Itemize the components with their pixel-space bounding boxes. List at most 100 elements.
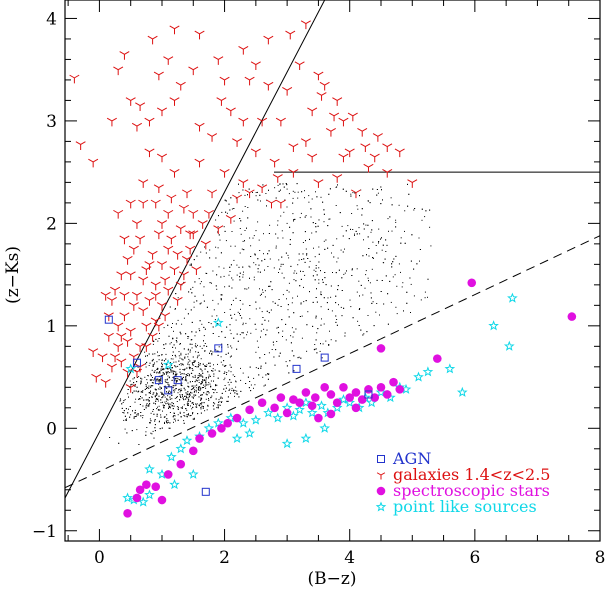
field-dot [211, 395, 213, 397]
field-dot [378, 242, 379, 244]
field-dot [167, 382, 169, 384]
field-dot [193, 394, 195, 396]
field-dot [176, 380, 177, 382]
field-dot [282, 330, 284, 332]
field-dot [367, 315, 369, 316]
field-dot [172, 385, 174, 387]
field-dot [186, 397, 188, 399]
field-dot [180, 384, 182, 385]
field-dot [281, 272, 283, 274]
field-dot [154, 430, 156, 432]
field-dot [268, 189, 269, 191]
star-point [217, 423, 226, 433]
field-dot [184, 389, 186, 391]
field-dot [156, 393, 158, 395]
field-dot [164, 405, 165, 406]
field-dot [167, 372, 169, 374]
field-dot [359, 295, 360, 297]
field-dot [156, 361, 158, 363]
field-dot [180, 364, 182, 366]
field-dot [168, 335, 170, 337]
field-dot [242, 210, 244, 212]
galaxy-point [257, 184, 268, 194]
field-dot [174, 397, 176, 399]
field-dot [297, 264, 299, 266]
field-dot [224, 371, 226, 373]
field-dot [144, 388, 146, 390]
field-dot [207, 384, 209, 386]
field-dot [173, 361, 175, 363]
field-dot [145, 431, 147, 433]
field-dot [221, 343, 223, 345]
field-dot [257, 367, 259, 369]
field-dot [158, 355, 160, 357]
field-dot [356, 205, 358, 207]
field-dot [197, 351, 199, 353]
field-dot [171, 405, 173, 407]
field-dot [177, 380, 178, 382]
field-dot [203, 406, 204, 408]
field-dot [197, 375, 199, 377]
field-dot [182, 376, 184, 378]
star-point [257, 398, 267, 407]
galaxy-point [263, 35, 274, 45]
field-dot [162, 368, 164, 370]
field-dot [206, 366, 207, 367]
field-dot [133, 377, 135, 379]
star-point [232, 413, 242, 423]
field-dot [153, 363, 155, 365]
galaxy-point [125, 199, 136, 209]
field-dot [317, 328, 319, 330]
field-dot [309, 238, 310, 240]
field-dot [239, 272, 241, 274]
legend-marker [376, 472, 386, 480]
field-dot [263, 253, 264, 255]
field-dot [272, 341, 274, 343]
field-dot [205, 377, 207, 379]
field-dot [146, 361, 148, 363]
field-dot [315, 265, 317, 266]
field-dot [228, 370, 230, 372]
galaxy-point [219, 76, 230, 86]
field-dot [264, 384, 266, 386]
field-dot [187, 382, 189, 384]
field-dot [221, 331, 223, 333]
field-dot [313, 349, 315, 351]
field-dot [185, 398, 187, 400]
field-dot [318, 279, 320, 281]
field-dot [262, 376, 264, 378]
field-dot [173, 391, 175, 393]
field-dot [255, 328, 257, 330]
field-dot [127, 412, 129, 414]
field-dot [227, 396, 229, 398]
galaxy-point [213, 56, 224, 65]
field-dot [329, 330, 330, 332]
field-dot [386, 244, 388, 246]
galaxy-point [106, 297, 117, 306]
field-dot [306, 350, 308, 352]
field-dot [173, 421, 174, 423]
field-dot [179, 331, 181, 333]
field-dot [136, 429, 138, 431]
field-dot [166, 363, 168, 365]
field-dot [176, 397, 178, 399]
field-dot [168, 384, 170, 386]
point-source-point [263, 407, 274, 418]
field-dot [167, 402, 169, 404]
field-dot [264, 290, 266, 292]
field-dot [155, 398, 157, 400]
field-dot [156, 394, 158, 396]
field-dot [154, 395, 156, 397]
field-dot [199, 283, 201, 285]
field-dot [215, 384, 217, 386]
agn-point [164, 386, 173, 395]
galaxy-point [188, 230, 199, 240]
point-source-point [181, 435, 193, 446]
field-dot [361, 208, 363, 210]
field-dot [427, 296, 428, 298]
field-dot [249, 318, 251, 320]
legend-marker [376, 486, 386, 496]
field-dot [152, 364, 154, 366]
point-source-point [272, 412, 283, 423]
